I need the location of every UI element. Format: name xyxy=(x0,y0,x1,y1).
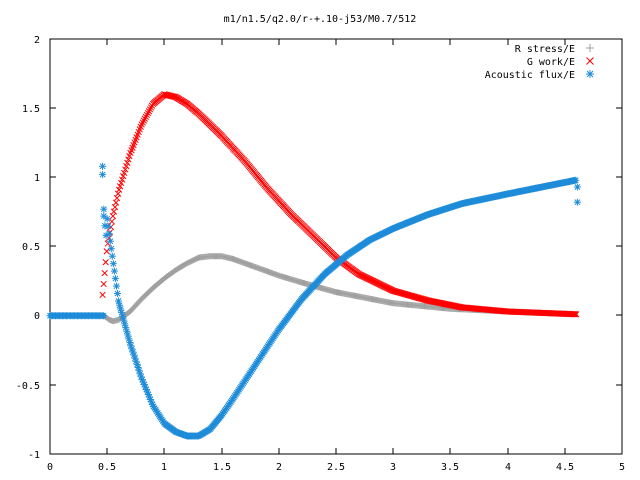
legend-marker-asterisk-icon xyxy=(586,70,594,78)
data-point-series-2 xyxy=(109,260,117,268)
y-tick-label: 1 xyxy=(34,173,40,184)
data-point-series-2 xyxy=(108,252,116,260)
data-point-series-2 xyxy=(129,348,137,356)
data-point-series-2 xyxy=(99,171,107,179)
data-point-series-2 xyxy=(106,237,114,245)
x-tick-label: 4 xyxy=(505,462,511,473)
legend-label-acoustic-flux: Acoustic flux/E xyxy=(485,70,575,81)
data-point-series-1 xyxy=(102,259,109,266)
x-tick-3: 3 xyxy=(390,39,396,473)
y-tick-label: -0.5 xyxy=(16,381,40,392)
x-tick-2.5: 2.5 xyxy=(327,39,345,473)
data-point-series-1 xyxy=(573,311,580,318)
data-point-series-1 xyxy=(142,113,150,121)
legend-entry-acoustic-flux: Acoustic flux/E xyxy=(485,70,594,81)
data-point-series-2 xyxy=(100,312,107,320)
y-tick-label: 2 xyxy=(34,35,40,46)
data-point-series-1 xyxy=(139,119,146,126)
y-tick-label: 0 xyxy=(34,311,40,322)
plot-area xyxy=(49,38,623,455)
data-point-series-2 xyxy=(114,290,121,297)
data-point-series-2 xyxy=(572,176,580,184)
data-point-series-2 xyxy=(100,212,108,220)
data-point-series-2 xyxy=(116,301,124,309)
x-tick-label: 2 xyxy=(276,462,282,473)
data-point-series-1 xyxy=(108,218,116,225)
data-point-series-2 xyxy=(134,364,142,371)
x-tick-1: 1 xyxy=(161,39,167,473)
data-point-series-1 xyxy=(114,190,122,197)
x-tick-1.5: 1.5 xyxy=(213,39,231,473)
data-point-series-2 xyxy=(100,205,108,213)
x-axis: 0 0.5 1 1.5 2 2.5 3 3.5 4 4.5 5 xyxy=(47,39,625,473)
data-point-series-1 xyxy=(145,108,153,115)
data-point-series-1 xyxy=(100,280,107,288)
x-tick-5: 5 xyxy=(619,39,625,473)
data-point-series-1 xyxy=(572,311,579,318)
data-point-series-2 xyxy=(105,230,113,238)
series-layer xyxy=(46,91,581,440)
data-point-series-2 xyxy=(111,275,119,283)
data-point-series-1 xyxy=(147,104,155,111)
data-point-series-2 xyxy=(144,391,152,398)
legend-label-r-stress: R stress/E xyxy=(515,44,575,55)
data-point-series-1 xyxy=(146,106,154,113)
x-tick-label: 4.5 xyxy=(556,462,574,473)
x-tick-label: 3 xyxy=(390,462,396,473)
y-tick-neg1: -1 xyxy=(28,450,622,461)
y-tick-label: 1.5 xyxy=(22,104,40,115)
data-point-series-1 xyxy=(138,121,145,128)
x-tick-label: 0.5 xyxy=(98,462,116,473)
y-tick-1: 1 xyxy=(34,173,622,184)
data-point-series-2 xyxy=(573,198,581,206)
y-tick-neg0.5: -0.5 xyxy=(16,381,622,392)
x-tick-label: 5 xyxy=(619,462,625,473)
legend-entry-r-stress: R stress/E xyxy=(515,44,594,55)
data-point-series-2 xyxy=(99,162,107,170)
y-tick-2: 2 xyxy=(34,35,622,46)
plot-frame xyxy=(49,38,623,455)
data-point-series-1 xyxy=(140,117,147,124)
data-point-series-1 xyxy=(116,183,124,190)
y-axis: 2 1.5 1 0.5 0 -0.5 -1 xyxy=(16,35,622,461)
x-tick-0.5: 0.5 xyxy=(98,39,116,473)
legend-label-g-work: G work/E xyxy=(527,57,575,68)
data-point-series-2 xyxy=(107,245,115,253)
legend-marker-cross-icon xyxy=(586,57,594,65)
data-point-series-2 xyxy=(101,222,109,230)
x-tick-label: 0 xyxy=(47,462,53,473)
data-point-series-1 xyxy=(101,269,108,277)
data-point-series-1 xyxy=(571,311,578,318)
x-tick-4: 4 xyxy=(505,39,511,473)
data-point-series-1 xyxy=(121,169,128,177)
y-tick-label: 0.5 xyxy=(22,242,40,253)
y-tick-1.5: 1.5 xyxy=(22,104,622,115)
legend-entry-g-work: G work/E xyxy=(527,57,594,68)
x-tick-label: 1.5 xyxy=(213,462,231,473)
data-point-series-2 xyxy=(125,335,133,343)
x-tick-4.5: 4.5 xyxy=(556,39,574,473)
x-tick-label: 2.5 xyxy=(327,462,345,473)
y-tick-0.5: 0.5 xyxy=(22,242,622,253)
data-point-series-2 xyxy=(132,357,140,365)
data-point-series-1 xyxy=(124,159,131,166)
x-tick-label: 3.5 xyxy=(441,462,459,473)
legend: R stress/E G work/E Acoustic flux/E xyxy=(485,44,594,81)
x-tick-2: 2 xyxy=(276,39,282,473)
y-tick-label: -1 xyxy=(28,450,40,461)
data-point-series-2 xyxy=(102,231,110,239)
data-point-series-1 xyxy=(103,248,110,255)
data-point-series-2 xyxy=(110,267,118,275)
data-point-series-2 xyxy=(113,282,120,290)
legend-marker-plus-icon xyxy=(586,44,594,52)
x-tick-0: 0 xyxy=(47,39,53,473)
data-point-series-2 xyxy=(115,297,122,305)
data-point-series-1 xyxy=(143,111,151,119)
x-tick-label: 1 xyxy=(161,462,167,473)
chart-title: m1/n1.5/q2.0/r-+.10-j53/M0.7/512 xyxy=(224,14,417,25)
data-point-series-1 xyxy=(99,291,106,299)
data-point-series-2 xyxy=(573,183,581,191)
x-tick-3.5: 3.5 xyxy=(441,39,459,473)
